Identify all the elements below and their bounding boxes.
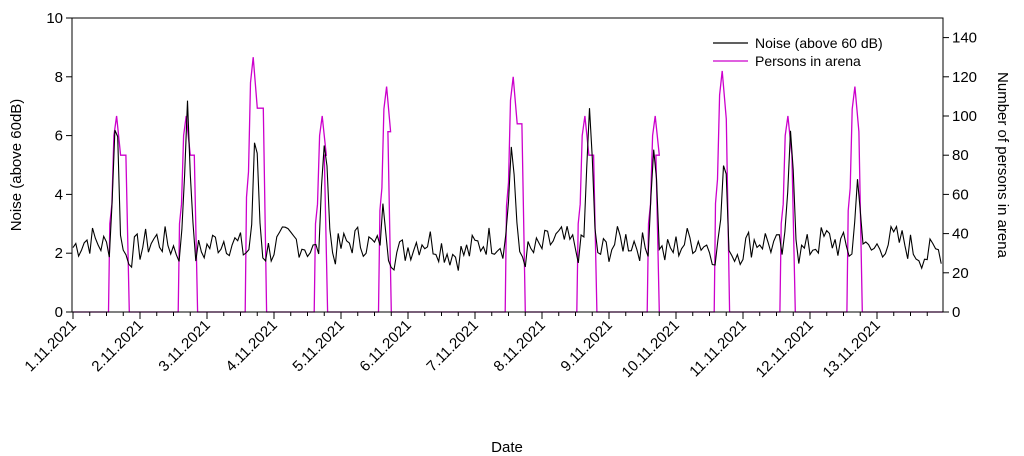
x-tick-label: 3.11.2021 [155,317,213,375]
y-right-tick-label: 140 [952,30,977,47]
plot-frame [71,17,944,313]
y-right-tick-label: 120 [952,69,977,86]
y-right-tick-label: 0 [952,304,960,321]
y-axis-title-right: Number of persons in arena [994,72,1011,259]
y-axis-title-left: Noise (above 60dB) [8,99,25,232]
y-left-tick-label: 10 [46,10,63,27]
y-right-tick-label: 80 [952,147,969,164]
series-noise-line [72,100,942,271]
y-right-tick-label: 20 [952,265,969,282]
legend-label-persons: Persons in arena [755,53,861,69]
x-tick-label: 9.11.2021 [557,317,615,375]
x-tick-label: 13.11.2021 [820,317,884,381]
x-tick-label: 8.11.2021 [490,317,548,375]
y-left-tick-label: 6 [55,128,63,145]
y-right-tick-label: 40 [952,226,969,243]
x-tick-label: 5.11.2021 [289,317,347,375]
x-tick-label: 4.11.2021 [222,317,280,375]
x-tick-label: 10.11.2021 [619,317,683,381]
legend-label-noise: Noise (above 60 dB) [755,35,883,51]
x-axis-title: Date [491,439,523,456]
y-left-tick-label: 2 [55,245,63,262]
x-tick-label: 12.11.2021 [753,317,817,381]
x-tick-label: 11.11.2021 [686,317,750,381]
y-right-tick-label: 60 [952,186,969,203]
y-right-tick-label: 100 [952,108,977,125]
y-left-tick-label: 4 [55,186,63,203]
x-tick-label: 2.11.2021 [88,317,146,375]
x-tick-label: 1.11.2021 [21,317,79,375]
y-left-tick-label: 8 [55,69,63,86]
y-left-tick-label: 0 [55,304,63,321]
series-persons-line [73,57,943,313]
legend: Noise (above 60 dB) Persons in arena [713,35,883,69]
x-tick-label: 7.11.2021 [423,317,481,375]
x-tick-label: 6.11.2021 [356,317,414,375]
